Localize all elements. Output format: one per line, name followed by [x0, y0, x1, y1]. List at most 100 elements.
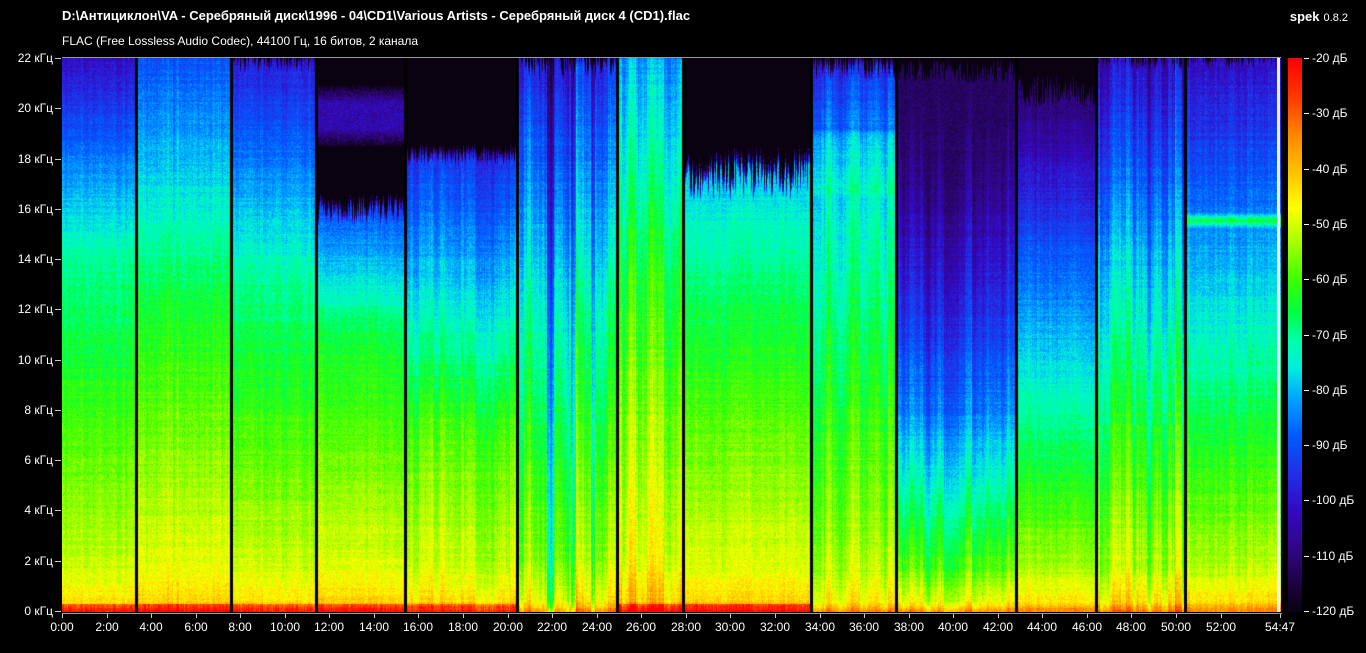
freq-tick [55, 561, 61, 562]
time-tick-label: 18:00 [447, 620, 479, 634]
time-tick [775, 614, 776, 618]
freq-tick-label: 0 кГц [24, 604, 53, 618]
time-tick [240, 614, 241, 618]
db-tick-label: -20 дБ [1312, 51, 1348, 65]
time-tick-label: 30:00 [714, 620, 746, 634]
app-brand: spek 0.8.2 [1290, 8, 1348, 26]
freq-tick [55, 259, 61, 260]
time-tick [998, 614, 999, 618]
audio-format-info: FLAC (Free Lossless Audio Codec), 44100 … [62, 34, 418, 48]
time-tick-label: 28:00 [670, 620, 702, 634]
freq-tick-label: 22 кГц [17, 51, 53, 65]
db-tick-label: -90 дБ [1312, 438, 1348, 452]
time-tick-end [1280, 614, 1281, 618]
time-tick-label: 16:00 [402, 620, 434, 634]
end-of-file-marker [1277, 58, 1280, 612]
spectrogram-canvas [62, 58, 1281, 612]
time-tick [329, 614, 330, 618]
time-tick-label: 20:00 [492, 620, 524, 634]
db-legend-colorbar [1288, 58, 1302, 612]
time-tick [196, 614, 197, 618]
time-tick-label: 24:00 [581, 620, 613, 634]
time-tick-label: 42:00 [982, 620, 1014, 634]
db-tick [1304, 58, 1309, 59]
plot-top-border [62, 57, 1281, 58]
freq-tick [55, 309, 61, 310]
time-tick [1087, 614, 1088, 618]
time-tick-label: 14:00 [358, 620, 390, 634]
time-tick-label: 34:00 [804, 620, 836, 634]
time-tick-label: 26:00 [625, 620, 657, 634]
time-tick-label: 40:00 [937, 620, 969, 634]
db-tick [1304, 113, 1309, 114]
time-tick [107, 614, 108, 618]
time-tick-label: 12:00 [313, 620, 345, 634]
db-tick-label: -120 дБ [1312, 604, 1355, 618]
time-tick [285, 614, 286, 618]
freq-tick [55, 410, 61, 411]
db-tick [1304, 335, 1309, 336]
time-tick [1042, 614, 1043, 618]
freq-tick-label: 16 кГц [17, 202, 53, 216]
time-tick-label: 32:00 [759, 620, 791, 634]
time-tick-label: 4:00 [139, 620, 163, 634]
db-tick-label: -80 дБ [1312, 383, 1348, 397]
time-tick [151, 614, 152, 618]
time-tick-label: 44:00 [1026, 620, 1058, 634]
freq-tick-label: 12 кГц [17, 302, 53, 316]
freq-tick [55, 510, 61, 511]
time-tick [62, 614, 63, 618]
time-tick [641, 614, 642, 618]
time-tick-label: 10:00 [269, 620, 301, 634]
time-tick-label: 48:00 [1115, 620, 1147, 634]
freq-tick-label: 6 кГц [24, 453, 53, 467]
db-tick-label: -50 дБ [1312, 217, 1348, 231]
freq-tick [55, 108, 61, 109]
db-tick [1304, 500, 1309, 501]
time-tick [864, 614, 865, 618]
time-tick-label: 52:00 [1205, 620, 1237, 634]
time-tick [508, 614, 509, 618]
freq-tick-label: 18 кГц [17, 152, 53, 166]
db-tick [1304, 445, 1309, 446]
file-path-title: D:\Антициклон\VA - Серебряный диск\1996 … [62, 8, 691, 23]
time-tick [1221, 614, 1222, 618]
freq-tick-label: 8 кГц [24, 403, 53, 417]
freq-tick-label: 20 кГц [17, 101, 53, 115]
time-tick [686, 614, 687, 618]
time-tick [552, 614, 553, 618]
freq-tick [55, 58, 61, 59]
db-tick-label: -60 дБ [1312, 272, 1348, 286]
time-tick [597, 614, 598, 618]
time-tick-label: 0:00 [50, 620, 74, 634]
time-tick-label: 2:00 [95, 620, 119, 634]
time-tick [1131, 614, 1132, 618]
freq-tick [55, 611, 61, 612]
freq-tick [55, 460, 61, 461]
time-axis-line [62, 613, 1282, 614]
db-tick-label: -40 дБ [1312, 162, 1348, 176]
db-tick-label: -100 дБ [1312, 493, 1355, 507]
time-tick-label: 50:00 [1160, 620, 1192, 634]
freq-tick-label: 4 кГц [24, 503, 53, 517]
freq-tick [55, 159, 61, 160]
time-tick [374, 614, 375, 618]
time-tick [418, 614, 419, 618]
time-tick-label: 46:00 [1071, 620, 1103, 634]
db-tick [1304, 279, 1309, 280]
app-name: spek [1289, 9, 1320, 24]
time-tick [820, 614, 821, 618]
time-tick [909, 614, 910, 618]
time-end-label: 54:47 [1264, 620, 1296, 634]
db-tick [1304, 169, 1309, 170]
time-tick-label: 6:00 [184, 620, 208, 634]
time-tick-label: 8:00 [228, 620, 252, 634]
freq-tick [55, 209, 61, 210]
freq-tick [55, 360, 61, 361]
freq-tick-label: 2 кГц [24, 554, 53, 568]
time-tick [1176, 614, 1177, 618]
freq-tick-label: 14 кГц [17, 252, 53, 266]
db-tick [1304, 390, 1309, 391]
db-tick-label: -70 дБ [1312, 328, 1348, 342]
